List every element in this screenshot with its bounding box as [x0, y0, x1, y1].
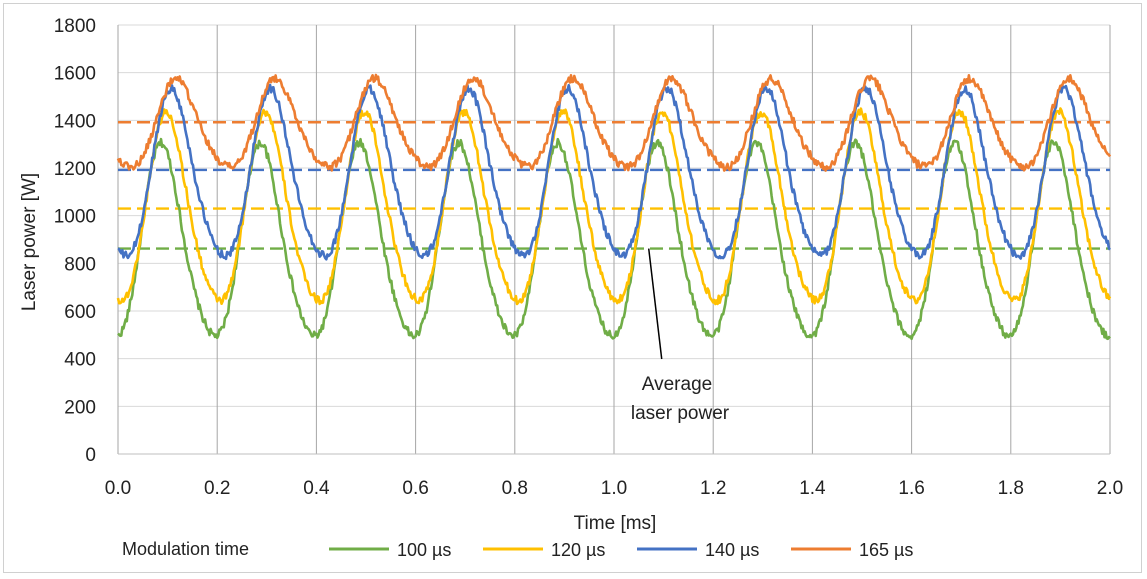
legend-label: 120 µs — [551, 540, 605, 560]
laser-power-chart: 0.0 0.2 0.4 0.6 0.8 1.0 1.2 1.4 1.6 1.8 2.0 0 200 40… — [19, 16, 1123, 560]
legend-title: Modulation time — [122, 539, 249, 559]
x-tick-label: 0.0 — [105, 478, 131, 499]
x-axis-label: Time [ms] — [574, 513, 657, 534]
y-tick-label: 600 — [64, 302, 96, 323]
chart-frame: 0.0 0.2 0.4 0.6 0.8 1.0 1.2 1.4 1.6 1.8 2.0 0 200 40… — [3, 3, 1142, 573]
annotation-label-line-1: Average — [642, 374, 712, 395]
x-tick-label: 0.4 — [303, 478, 330, 499]
y-tick-label: 1200 — [54, 159, 96, 180]
legend-label: 100 µs — [397, 540, 451, 560]
annotation-pointer — [647, 248, 663, 360]
legend-label: 140 µs — [705, 540, 759, 560]
series-lines — [116, 73, 1112, 341]
y-tick-label: 200 — [64, 397, 96, 418]
series-line-140-µs — [117, 83, 1111, 261]
y-tick-label: 1400 — [54, 111, 96, 132]
x-tick-label: 0.8 — [502, 478, 528, 499]
x-tick-label: 1.4 — [799, 478, 826, 499]
x-tick-label: 1.8 — [998, 478, 1024, 499]
y-tick-label: 1000 — [54, 207, 96, 228]
y-tick-label: 800 — [64, 254, 96, 275]
y-tick-label: 400 — [64, 350, 96, 371]
y-axis-label: Laser power [W] — [19, 173, 40, 311]
x-tick-label: 2.0 — [1097, 478, 1123, 499]
x-tick-labels: 0.0 0.2 0.4 0.6 0.8 1.0 1.2 1.4 1.6 1.8 2.0 — [105, 478, 1123, 499]
series-line-165-µs — [116, 73, 1112, 172]
legend: 100 µs 120 µs 140 µs 165 µs — [329, 540, 913, 560]
x-tick-label: 1.2 — [700, 478, 726, 499]
x-tick-label: 0.2 — [204, 478, 230, 499]
x-tick-label: 0.6 — [402, 478, 428, 499]
x-tick-label: 1.6 — [898, 478, 924, 499]
y-tick-labels: 0 200 400 600 800 1000 1200 1400 1600 1800 — [54, 16, 96, 466]
annotation-label-line-2: laser power — [631, 403, 730, 424]
y-tick-label: 1800 — [54, 16, 96, 37]
x-tick-label: 1.0 — [601, 478, 627, 499]
legend-label: 165 µs — [859, 540, 913, 560]
y-tick-label: 0 — [85, 445, 96, 466]
grid — [117, 24, 1111, 455]
y-tick-label: 1600 — [54, 64, 96, 85]
